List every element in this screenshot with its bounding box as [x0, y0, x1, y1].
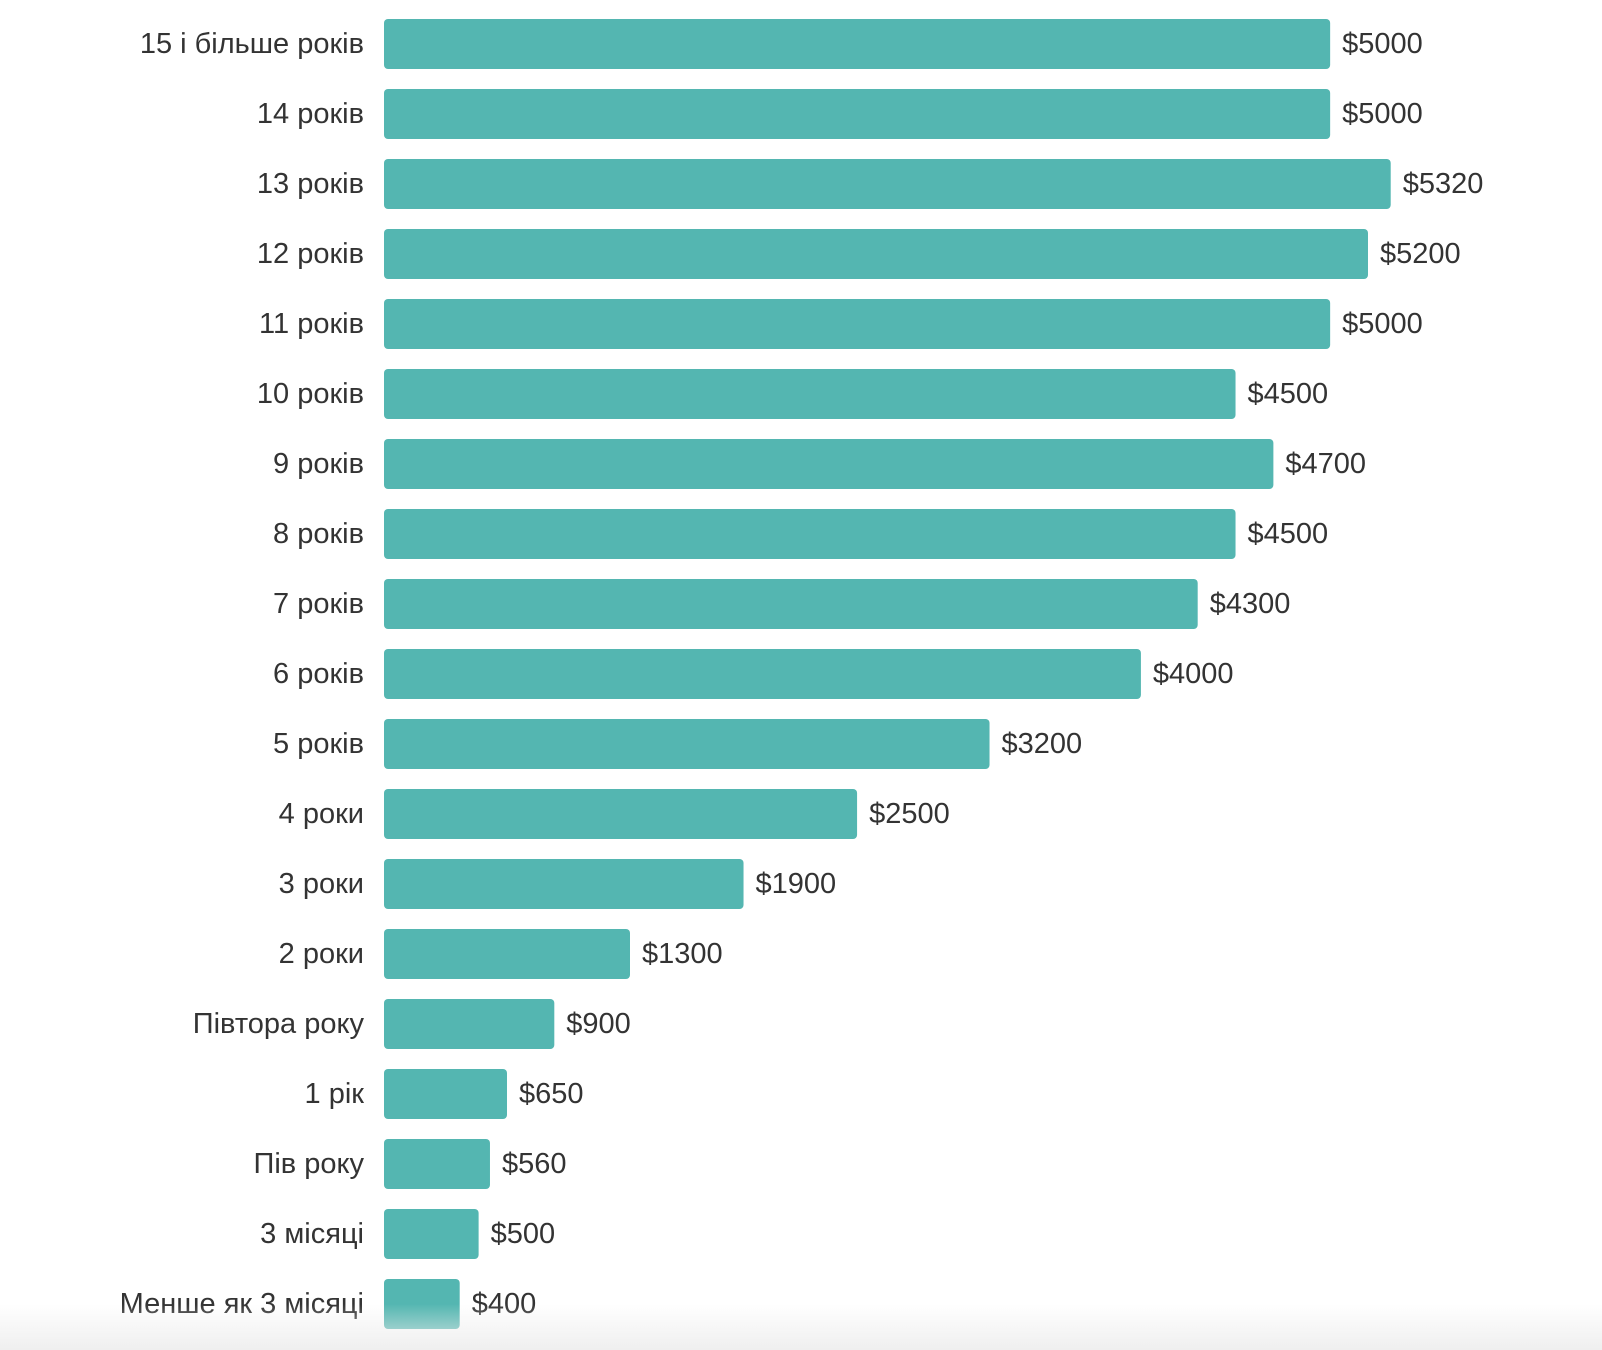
- category-label: 10 років: [257, 378, 364, 410]
- value-label: $5200: [1380, 238, 1461, 270]
- bar: [384, 1069, 507, 1119]
- category-label: 9 років: [273, 448, 364, 480]
- bar: [384, 369, 1236, 419]
- bar: [384, 1139, 490, 1189]
- value-label: $1300: [642, 938, 723, 970]
- category-label: 14 років: [257, 98, 364, 130]
- category-labels-layer: 15 і більше років 14 років 13 років 12 рокі…: [120, 28, 365, 1320]
- value-label: $3200: [1002, 728, 1083, 760]
- category-label: 1 рік: [305, 1078, 365, 1110]
- bar: [384, 789, 858, 839]
- value-label: $5000: [1342, 28, 1423, 60]
- category-label: 2 роки: [279, 938, 364, 970]
- category-label: 5 років: [273, 728, 364, 760]
- category-label: 3 роки: [279, 868, 364, 900]
- value-label: $4300: [1210, 588, 1291, 620]
- bar: [384, 999, 555, 1049]
- bar: [384, 929, 630, 979]
- category-label: 8 років: [273, 518, 364, 550]
- bar: [384, 859, 744, 909]
- bar: [384, 1279, 460, 1329]
- bar: [384, 159, 1391, 209]
- category-label: 6 років: [273, 658, 364, 690]
- category-label: Півтора року: [193, 1008, 365, 1040]
- value-label: $400: [472, 1288, 537, 1320]
- value-label: $900: [566, 1008, 631, 1040]
- value-label: $650: [519, 1078, 584, 1110]
- bar: [384, 439, 1274, 489]
- value-label: $4700: [1285, 448, 1366, 480]
- category-label: Менше як 3 місяці: [120, 1288, 364, 1320]
- value-label: $4500: [1248, 518, 1329, 550]
- bar: [384, 19, 1331, 69]
- bar: [384, 719, 990, 769]
- category-label: 3 місяці: [260, 1218, 364, 1250]
- value-label: $560: [502, 1148, 567, 1180]
- category-label: 15 і більше років: [140, 28, 364, 60]
- category-label: 11 років: [259, 308, 364, 340]
- value-label: $1900: [756, 868, 837, 900]
- value-label: $500: [491, 1218, 556, 1250]
- bar: [384, 1209, 479, 1259]
- value-label: $5000: [1342, 308, 1423, 340]
- value-label: $5000: [1342, 98, 1423, 130]
- value-labels-layer: $5000 $5000 $5320 $5200 $5000 $4500 $4700 $4500…: [472, 28, 1484, 1320]
- bar: [384, 89, 1331, 139]
- bar: [384, 579, 1198, 629]
- bars-layer: [384, 19, 1391, 1329]
- bar: [384, 649, 1141, 699]
- category-label: 7 років: [273, 588, 364, 620]
- category-label: 4 роки: [279, 798, 364, 830]
- value-label: $4500: [1248, 378, 1329, 410]
- bar: [384, 509, 1236, 559]
- value-label: $2500: [869, 798, 950, 830]
- bar: [384, 299, 1331, 349]
- category-label: 12 років: [257, 238, 364, 270]
- value-label: $5320: [1403, 168, 1484, 200]
- value-label: $4000: [1153, 658, 1234, 690]
- bar: [384, 229, 1368, 279]
- category-label: 13 років: [257, 168, 364, 200]
- category-label: Пів року: [253, 1148, 364, 1180]
